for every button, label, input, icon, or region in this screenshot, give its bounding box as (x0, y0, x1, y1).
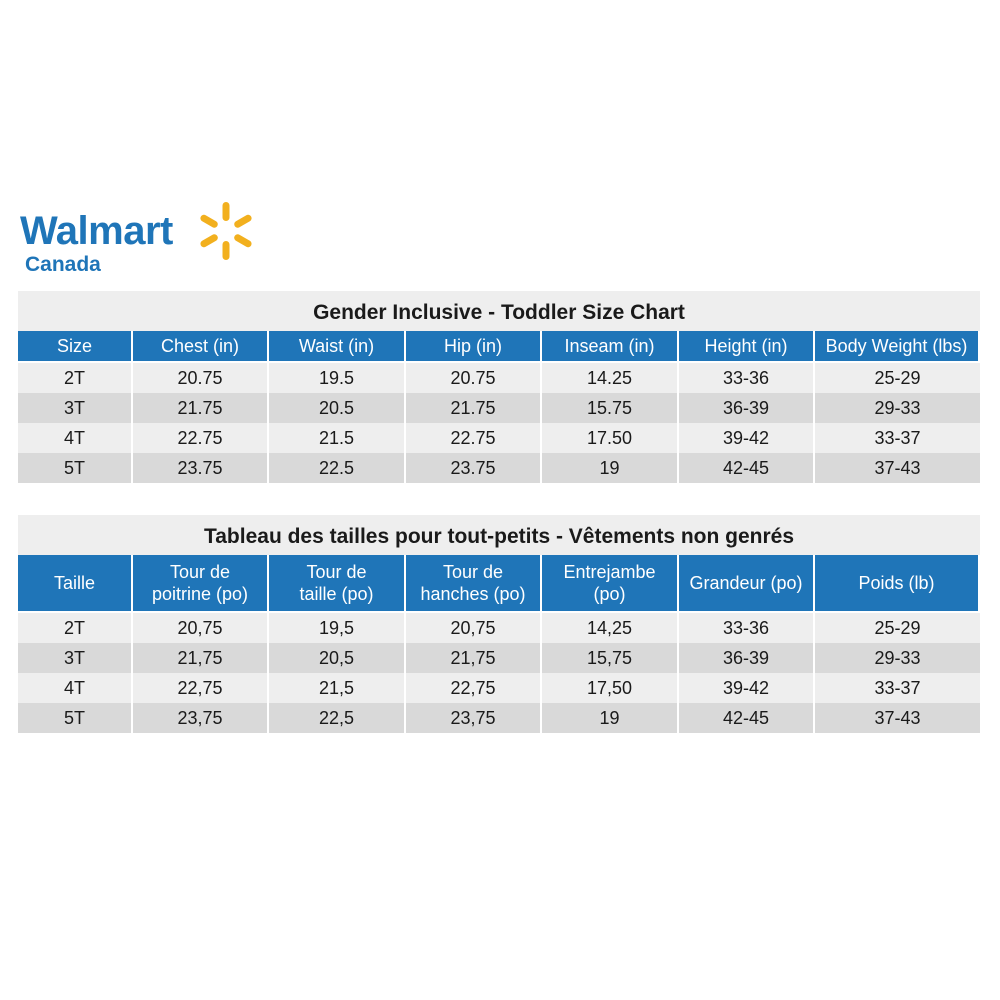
table-cell: 22.75 (133, 423, 269, 453)
table-cell: 20.75 (406, 363, 542, 393)
size-table: Taille Tour de poitrine (po) Tour de tai… (18, 555, 980, 733)
column-header: Inseam (in) (542, 331, 679, 361)
table-cell: 4T (18, 673, 133, 703)
table-cell: 14.25 (542, 363, 679, 393)
table-cell: 42-45 (679, 453, 815, 483)
table-cell: 20,75 (406, 613, 542, 643)
spark-icon (200, 202, 252, 260)
table-cell: 15.75 (542, 393, 679, 423)
table-cell: 21.75 (133, 393, 269, 423)
table-cell: 5T (18, 453, 133, 483)
column-header: Tour de hanches (po) (406, 555, 542, 611)
table-cell: 25-29 (815, 613, 980, 643)
size-table: Size Chest (in) Waist (in) Hip (in) Inse… (18, 331, 980, 483)
table-cell: 36-39 (679, 393, 815, 423)
table-cell: 3T (18, 643, 133, 673)
column-header: Poids (lb) (815, 555, 980, 611)
logo-wordmark: Walmart (20, 209, 173, 253)
table-cell: 21,75 (406, 643, 542, 673)
table-cell: 19 (542, 453, 679, 483)
table-cell: 20.75 (133, 363, 269, 393)
table-cell: 23.75 (133, 453, 269, 483)
column-header: Hip (in) (406, 331, 542, 361)
table-cell: 22,75 (133, 673, 269, 703)
column-header: Body Weight (lbs) (815, 331, 980, 361)
table-cell: 25-29 (815, 363, 980, 393)
table-cell: 29-33 (815, 393, 980, 423)
table-cell: 20,75 (133, 613, 269, 643)
table-cell: 33-37 (815, 673, 980, 703)
table-cell: 21,5 (269, 673, 406, 703)
table-cell: 33-36 (679, 613, 815, 643)
table-title: Gender Inclusive - Toddler Size Chart (18, 291, 980, 331)
table-cell: 39-42 (679, 423, 815, 453)
column-header: Chest (in) (133, 331, 269, 361)
table-cell: 37-43 (815, 453, 980, 483)
table-cell: 21.5 (269, 423, 406, 453)
walmart-canada-logo: Walmart Canada (20, 200, 252, 280)
table-cell: 17,50 (542, 673, 679, 703)
table-title: Tableau des tailles pour tout-petits - V… (18, 515, 980, 555)
table-cell: 15,75 (542, 643, 679, 673)
table-cell: 5T (18, 703, 133, 733)
column-header: Waist (in) (269, 331, 406, 361)
table-cell: 21,75 (133, 643, 269, 673)
column-header: Taille (18, 555, 133, 611)
table-cell: 23,75 (133, 703, 269, 733)
table-cell: 21.75 (406, 393, 542, 423)
table-cell: 19,5 (269, 613, 406, 643)
table-cell: 33-37 (815, 423, 980, 453)
divider (18, 361, 980, 363)
table-cell: 29-33 (815, 643, 980, 673)
table-cell: 20.5 (269, 393, 406, 423)
table-cell: 36-39 (679, 643, 815, 673)
divider (18, 611, 980, 613)
table-cell: 22.75 (406, 423, 542, 453)
column-header: Grandeur (po) (679, 555, 815, 611)
table-cell: 42-45 (679, 703, 815, 733)
table-cell: 19.5 (269, 363, 406, 393)
column-header: Tour de taille (po) (269, 555, 406, 611)
table-cell: 2T (18, 613, 133, 643)
column-header: Entrejambe (po) (542, 555, 679, 611)
table-cell: 23.75 (406, 453, 542, 483)
logo-region: Canada (25, 253, 101, 276)
table-cell: 20,5 (269, 643, 406, 673)
size-chart-english: Gender Inclusive - Toddler Size Chart Si… (18, 291, 980, 483)
table-cell: 3T (18, 393, 133, 423)
table-cell: 22,5 (269, 703, 406, 733)
table-cell: 39-42 (679, 673, 815, 703)
size-chart-french: Tableau des tailles pour tout-petits - V… (18, 515, 980, 733)
table-cell: 4T (18, 423, 133, 453)
table-cell: 22,75 (406, 673, 542, 703)
table-cell: 14,25 (542, 613, 679, 643)
table-cell: 23,75 (406, 703, 542, 733)
column-header: Size (18, 331, 133, 361)
table-cell: 33-36 (679, 363, 815, 393)
table-cell: 17.50 (542, 423, 679, 453)
column-header: Height (in) (679, 331, 815, 361)
table-cell: 2T (18, 363, 133, 393)
table-cell: 37-43 (815, 703, 980, 733)
table-cell: 22.5 (269, 453, 406, 483)
table-cell: 19 (542, 703, 679, 733)
column-header: Tour de poitrine (po) (133, 555, 269, 611)
